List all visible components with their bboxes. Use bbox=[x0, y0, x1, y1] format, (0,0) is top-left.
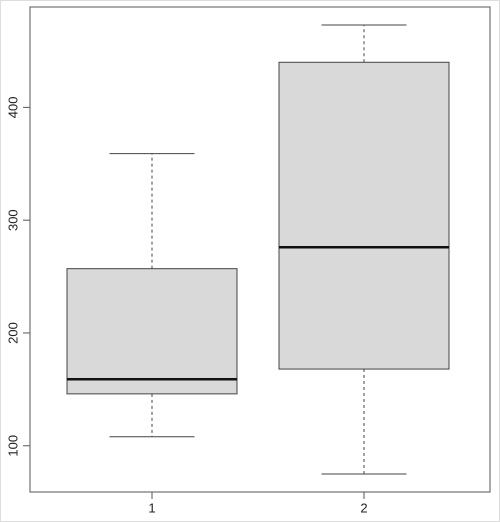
y-tick-label: 100 bbox=[5, 435, 20, 457]
y-tick-label: 200 bbox=[5, 322, 20, 344]
y-tick-label: 400 bbox=[5, 97, 20, 119]
box bbox=[66, 268, 238, 395]
x-tick-label: 2 bbox=[360, 500, 367, 515]
x-tick-label: 1 bbox=[148, 500, 155, 515]
plot-area bbox=[29, 6, 491, 493]
y-tick-label: 300 bbox=[5, 209, 20, 231]
box bbox=[278, 61, 450, 370]
